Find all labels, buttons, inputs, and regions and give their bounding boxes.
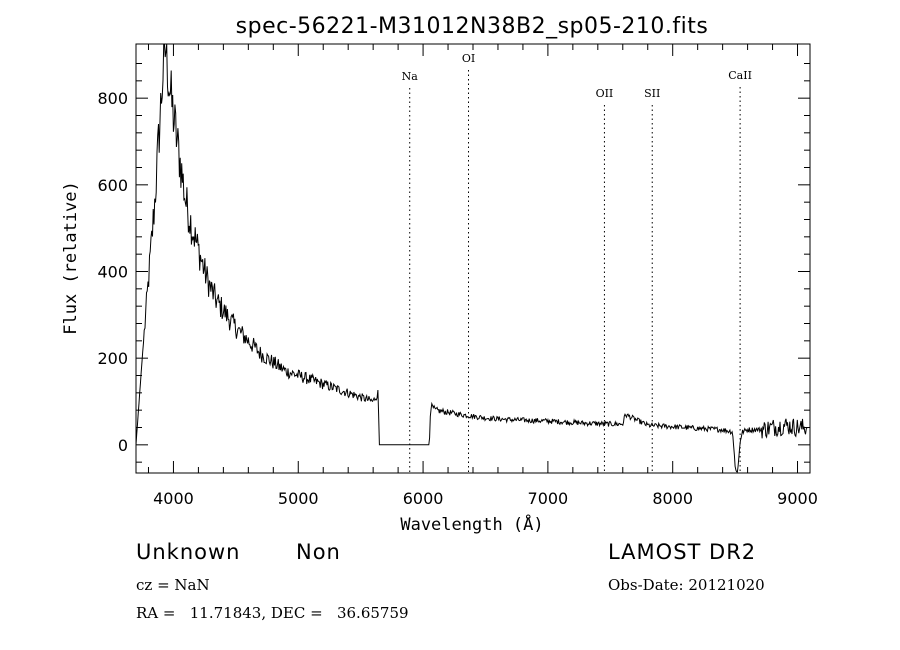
y-tick-label: 400 [97,263,128,282]
spectral-line-label: OII [596,87,614,100]
survey-name: LAMOST DR2 [608,540,757,564]
object-class: Unknown [136,540,241,564]
spectral-line-label: CaII [728,69,752,82]
x-tick-label: 8000 [652,489,693,508]
y-axis-label: Flux (relative) [61,181,81,335]
spectral-line-label: SII [644,87,660,100]
x-tick-label: 6000 [403,489,444,508]
ra-dec-coordinates: RA = 11.71843, DEC = 36.65759 [136,604,409,622]
y-tick-label: 600 [97,176,128,195]
x-axis-label: Wavelength (Å) [400,513,543,535]
observation-date: Obs-Date: 20121020 [608,576,765,594]
y-tick-label: 0 [118,436,128,455]
spectral-line-label: OI [462,52,475,65]
object-subclass: Non [296,540,341,564]
y-tick-label: 200 [97,349,128,368]
x-tick-label: 9000 [777,489,818,508]
spectral-line-label: Na [402,70,419,83]
x-tick-label: 4000 [153,489,194,508]
x-tick-label: 7000 [528,489,569,508]
y-axis: 0 200 400 600 800 [97,63,810,463]
flux-series-line [135,43,808,473]
spectral-line-markers: Na OI OII SII CaII [402,52,752,473]
redshift-cz: cz = NaN [136,576,210,594]
chart-title: spec-56221-M31012N38B2_sp05-210.fits [236,14,709,39]
x-axis: 4000 5000 6000 7000 8000 9000 [147,44,818,508]
plot-frame [135,43,811,474]
y-tick-label: 800 [97,89,128,108]
x-tick-label: 5000 [278,489,319,508]
